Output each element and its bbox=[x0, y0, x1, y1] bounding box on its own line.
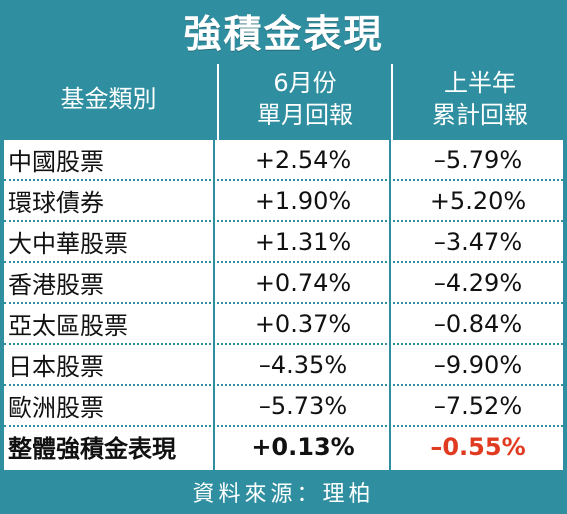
header-fund-category: 基金類別 bbox=[0, 60, 217, 138]
header-monthly-return-line1: 6月份 bbox=[273, 69, 337, 97]
monthly-return: +0.74% bbox=[254, 268, 352, 297]
table-row: 中國股票 +2.54% –5.79% bbox=[4, 140, 563, 181]
column-divider bbox=[213, 140, 215, 470]
header-fund-category-label: 基金類別 bbox=[60, 85, 157, 113]
header-divider bbox=[391, 64, 393, 140]
fund-name: 日本股票 bbox=[8, 353, 104, 381]
table-title: 強積金表現 bbox=[183, 11, 384, 56]
table-row: 香港股票 +0.74% –4.29% bbox=[4, 263, 563, 304]
fund-name: 環球債券 bbox=[8, 189, 104, 217]
header-ytd-return: 上半年 累計回報 bbox=[393, 60, 567, 138]
fund-name: 亞太區股票 bbox=[8, 312, 128, 340]
fund-name: 中國股票 bbox=[8, 148, 104, 176]
monthly-return: +0.13% bbox=[251, 432, 355, 461]
monthly-return: +1.90% bbox=[254, 186, 352, 215]
header-monthly-return-line2: 單月回報 bbox=[257, 101, 353, 129]
table-row: 環球債券 +1.90% +5.20% bbox=[4, 181, 563, 222]
header-monthly-return: 6月份 單月回報 bbox=[219, 60, 391, 138]
table-row-total: 整體強積金表現 +0.13% –0.55% bbox=[4, 427, 563, 468]
table-row: 歐洲股票 –5.73% –7.52% bbox=[4, 386, 563, 427]
monthly-return: +0.37% bbox=[254, 309, 352, 338]
monthly-return: +1.31% bbox=[254, 227, 352, 256]
ytd-return: –7.52% bbox=[433, 391, 523, 420]
ytd-return: –4.29% bbox=[433, 268, 523, 297]
monthly-return: –5.73% bbox=[258, 391, 348, 420]
header-divider bbox=[217, 64, 219, 140]
data-table: 中國股票 +2.54% –5.79% 環球債券 +1.90% +5.20% 大中… bbox=[4, 140, 563, 470]
header-ytd-return-line1: 上半年 bbox=[444, 69, 516, 97]
fund-name: 大中華股票 bbox=[8, 230, 128, 258]
ytd-return: +5.20% bbox=[429, 186, 527, 215]
ytd-return: –3.47% bbox=[433, 227, 523, 256]
fund-name: 歐洲股票 bbox=[8, 394, 104, 422]
monthly-return: +2.54% bbox=[254, 145, 352, 174]
ytd-return: –5.79% bbox=[433, 145, 523, 174]
table-header: 基金類別 6月份 單月回報 上半年 累計回報 bbox=[0, 60, 567, 138]
monthly-return: –4.35% bbox=[258, 350, 348, 379]
ytd-return: –0.84% bbox=[433, 309, 523, 338]
table-row: 亞太區股票 +0.37% –0.84% bbox=[4, 304, 563, 345]
ytd-return: –9.90% bbox=[433, 350, 523, 379]
table-row: 日本股票 –4.35% –9.90% bbox=[4, 345, 563, 386]
table-row: 大中華股票 +1.31% –3.47% bbox=[4, 222, 563, 263]
ytd-return: –0.55% bbox=[430, 432, 526, 461]
source-note: 資料來源：理柏 bbox=[192, 482, 375, 507]
column-divider bbox=[389, 140, 391, 470]
fund-name: 整體強積金表現 bbox=[8, 435, 176, 463]
header-ytd-return-line2: 累計回報 bbox=[432, 101, 528, 129]
fund-name: 香港股票 bbox=[8, 271, 104, 299]
